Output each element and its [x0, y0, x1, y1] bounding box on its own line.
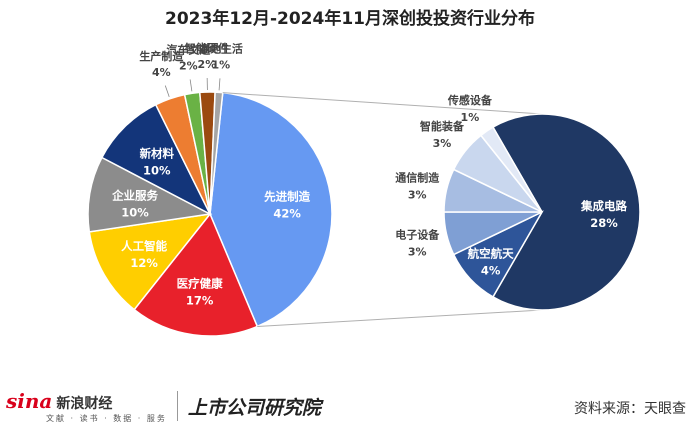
slice-value-8: 1%	[211, 58, 230, 71]
pie-slice-1	[133, 212, 259, 337]
sub-label-5: 传感设备	[447, 93, 493, 107]
sub-value-1: 4%	[481, 264, 501, 278]
sub-pie: 集成电路 28% 航空航天 4% 电子设备 3% 通信制造 3% 智能装备 3% 传感设备 1%	[395, 93, 641, 311]
logo-divider	[176, 391, 178, 421]
sub-label-3: 通信制造	[395, 171, 440, 185]
footer-logos: sina 新浪财经 文献 · 读书 · 数据 · 服务 上市公司研究院	[6, 386, 321, 426]
connector-lines	[222, 92, 543, 327]
pie-slice-2	[88, 212, 212, 311]
slice-label-3: 企业服务	[111, 188, 158, 202]
pie-slice-3	[87, 156, 213, 233]
sub-value-3: 3%	[408, 189, 427, 202]
sub-slice-0	[491, 113, 641, 311]
sina-subtitle: 文献 · 读书 · 数据 · 服务	[46, 413, 167, 423]
sub-value-0: 28%	[590, 216, 618, 230]
slice-label-7: 智能硬件	[185, 41, 229, 55]
slice-label-0: 先进制造	[264, 190, 310, 204]
slice-label-5: 生产制造	[139, 49, 184, 63]
leader-line-5	[164, 85, 170, 98]
slice-label-2: 人工智能	[121, 239, 167, 253]
sub-label-4: 智能装备	[420, 119, 465, 133]
sub-value-2: 3%	[408, 245, 427, 258]
pie-slice-0	[209, 91, 333, 328]
slice-label-6: 汽车交通	[166, 43, 210, 57]
sub-label-0: 集成电路	[580, 199, 627, 213]
sub-value-4: 3%	[433, 137, 452, 150]
sina-logo: sina 新浪财经 文献 · 读书 · 数据 · 服务	[6, 389, 167, 424]
slice-value-5: 4%	[152, 66, 171, 79]
sina-brand-name: 新浪财经	[56, 395, 113, 412]
research-institute-logo: 上市公司研究院	[187, 396, 321, 419]
pie-slice-4	[100, 103, 212, 216]
source-note: 资料来源：天眼查	[574, 401, 686, 417]
sub-label-1: 航空航天	[468, 247, 514, 261]
leader-line-8	[218, 78, 221, 91]
chart-title: 2023年12月-2024年11月深创投投资行业分布	[165, 8, 535, 29]
slice-label-8: 本地生活	[199, 41, 243, 55]
sina-wordmark: sina	[6, 388, 53, 413]
slice-value-7: 2%	[198, 58, 217, 71]
pie-slice-8	[209, 91, 224, 215]
slice-value-4: 10%	[143, 164, 171, 178]
connector-bottom	[257, 309, 543, 327]
slice-label-1: 医疗健康	[177, 276, 223, 290]
slice-value-1: 17%	[186, 293, 214, 307]
sub-label-2: 电子设备	[395, 227, 440, 241]
slice-value-0: 42%	[273, 207, 301, 221]
slice-value-2: 12%	[130, 256, 158, 270]
connector-top	[222, 92, 543, 115]
slice-value-3: 10%	[121, 205, 149, 219]
sub-value-5: 1%	[461, 111, 480, 124]
slice-label-4: 新材料	[140, 147, 175, 161]
leader-line-6	[189, 79, 193, 92]
slice-value-6: 2%	[179, 60, 198, 73]
main-pie: 先进制造 42% 医疗健康 17% 人工智能 12% 企业服务 10% 新材料 10% 生产制造 4%…	[87, 41, 333, 337]
sub-slice-5	[479, 126, 543, 213]
